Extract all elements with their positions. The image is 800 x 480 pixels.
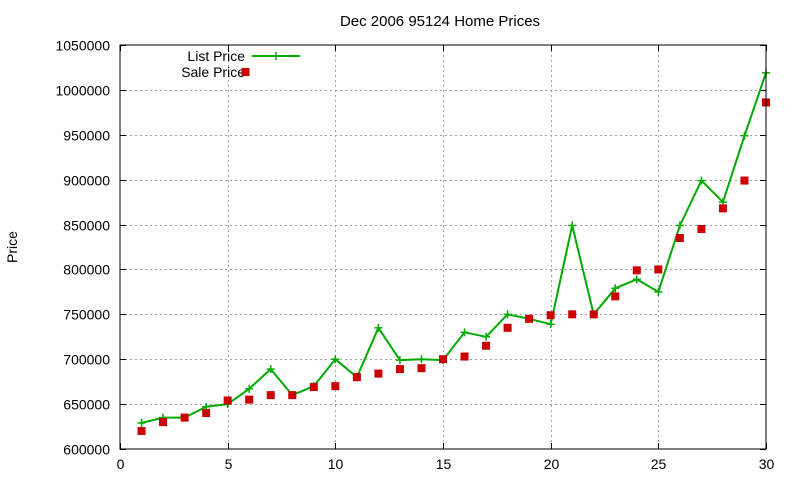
sale-price-point [460,352,469,361]
legend-marker-square [241,68,250,76]
y-tick-label: 600000 [63,442,110,458]
list-price-point [137,418,146,427]
legend-label: Sale Price [181,64,245,80]
list-price-point [374,323,383,332]
sale-price-point [395,365,404,374]
sale-price-point [266,391,275,400]
series-layer [137,68,770,436]
list-price-point [460,328,469,337]
sale-price-point [503,323,512,332]
sale-price-point [309,383,318,392]
legend-key-list-price [252,52,300,60]
sale-price-point [245,395,254,404]
sale-price-series [137,98,770,436]
list-price-point [697,176,706,185]
sale-price-point [180,413,189,422]
sale-price-point [223,396,232,405]
sale-price-point [611,292,620,301]
sale-price-point [417,364,426,373]
y-axis-label: Price [4,231,20,263]
list-price-point [568,221,577,230]
legend-label: List Price [187,48,245,64]
legend-marker-plus [272,52,280,60]
sale-price-point [202,409,211,418]
y-tick-label: 1050000 [55,38,110,54]
sale-price-point [374,369,383,378]
list-price-point [632,275,641,284]
list-price-point [740,131,749,140]
x-tick-label: 30 [759,456,775,472]
list-price-series [137,68,770,427]
sale-price-point [439,355,447,364]
sale-price-point [288,391,297,400]
list-price-point [331,355,340,364]
sale-price-point [589,310,598,319]
y-tick-label: 650000 [63,397,110,413]
sale-price-point [525,314,534,323]
y-tick-label: 900000 [63,173,110,189]
y-tick-label: 700000 [63,352,110,368]
list-price-point [654,287,663,296]
x-tick-label: 0 [117,456,125,472]
sale-price-point [697,225,706,234]
list-price-point [245,384,254,393]
plot-frame [119,44,767,450]
sale-price-point [718,204,727,213]
sale-price-point [675,234,684,243]
x-tick-label: 10 [328,456,344,472]
sale-price-point [740,176,749,185]
grid-lines [120,45,766,449]
list-price-point [395,356,404,365]
list-price-point [482,332,491,341]
sale-price-point [331,382,340,391]
y-tick-label: 950000 [63,128,110,144]
list-price-point [417,355,426,364]
sale-price-point [352,373,361,382]
sale-price-point [546,311,555,320]
x-tick-label: 5 [225,456,233,472]
y-tick-label: 1000000 [55,83,110,99]
sale-price-point [137,427,146,436]
sale-price-point [482,341,491,350]
axis-ticks: 600000 650000 700000 750000 800000 850000 9000… [55,38,774,473]
x-tick-label: 15 [436,456,452,472]
sale-price-point [568,310,577,319]
y-tick-label: 800000 [63,262,110,278]
list-price-point [546,320,555,329]
x-tick-label: 20 [544,456,560,472]
y-tick-label: 850000 [63,218,110,234]
list-price-point [675,221,684,230]
x-tick-label: 25 [651,456,667,472]
sale-price-point [632,266,641,275]
y-tick-label: 750000 [63,307,110,323]
sale-price-point [159,418,168,427]
list-price-point [503,310,512,319]
sale-price-point [654,265,663,274]
list-price-point [611,284,620,293]
list-price-point [266,365,275,374]
list-price-line [141,72,767,424]
chart-title: Dec 2006 95124 Home Prices [340,13,540,30]
